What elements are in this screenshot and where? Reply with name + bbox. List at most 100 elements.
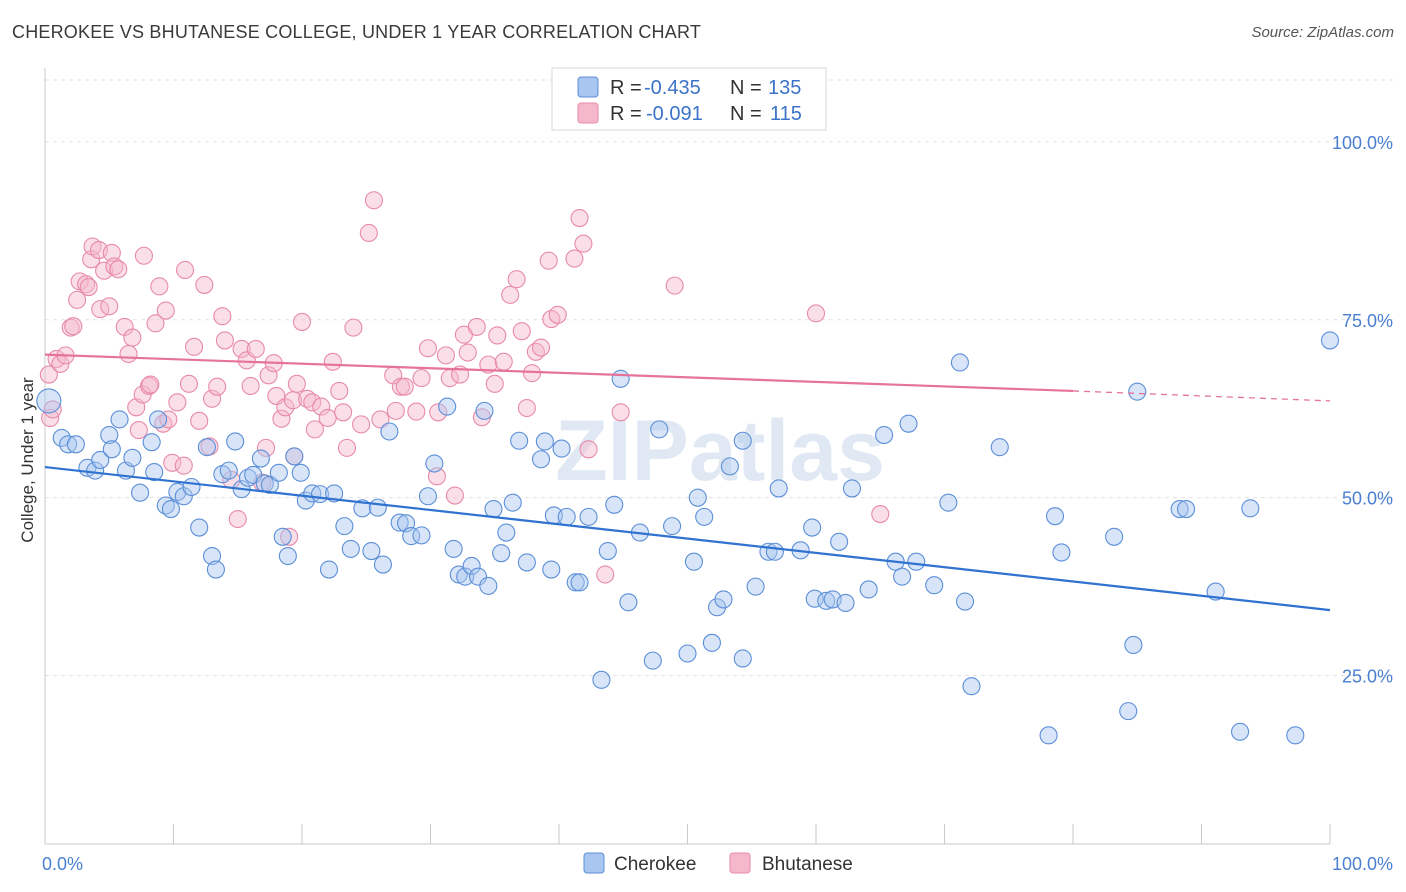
bhutanese-point [407, 402, 426, 421]
bhutanese-point [665, 276, 684, 295]
cherokee-point [444, 539, 463, 558]
cherokee-point [1320, 331, 1340, 350]
bhutanese-point [436, 346, 455, 365]
bhutanese-point [467, 317, 486, 336]
cherokee-point [260, 475, 279, 494]
cherokee-point [123, 448, 142, 467]
cherokee-point [438, 397, 457, 416]
cherokee-point [206, 560, 225, 579]
cherokee-point [492, 544, 511, 563]
bhutanese-point [292, 312, 312, 331]
bhutanese-point [150, 277, 169, 296]
bhutanese-point [163, 453, 182, 472]
bhutanese-point [134, 246, 153, 265]
cherokee-point [161, 500, 180, 519]
cherokee-point [1128, 382, 1147, 401]
bhutanese-point [579, 440, 598, 459]
bhutanese-point [574, 234, 593, 253]
bhutanese-point [485, 374, 504, 393]
cherokee-point [830, 532, 849, 551]
cherokee-point [197, 438, 216, 457]
bottom-legend-bhutanese-label: Bhutanese [762, 854, 853, 875]
bhutanese-point [141, 375, 160, 394]
cherokee-point [203, 546, 222, 566]
cherokee-point [765, 542, 784, 561]
bottom-legend-bhutanese-swatch [729, 852, 751, 874]
cherokee-point [238, 468, 258, 487]
legend-n-label-2: N = [730, 103, 762, 125]
cherokee-point [531, 450, 551, 469]
bhutanese-point [596, 565, 615, 584]
bhutanese-point [190, 411, 209, 430]
legend: R = -0.435 N = 135 R = -0.091 N = 115 [551, 67, 827, 131]
cherokee-point [269, 463, 288, 482]
bottom-legend-cherokee-swatch [583, 852, 605, 874]
cherokee-point [373, 555, 393, 574]
cherokee-point [769, 479, 788, 498]
cherokee-point [1039, 726, 1058, 745]
y-tick-label-2: 75.0% [1342, 311, 1393, 331]
cherokee-point [182, 477, 201, 497]
cherokee-point [510, 431, 529, 450]
cherokee-point [497, 523, 516, 542]
cherokee-point [456, 567, 475, 586]
legend-cherokee-r: -0.435 [644, 77, 701, 99]
bhutanese-trend-extension [1072, 390, 1331, 402]
bhutanese-point [517, 398, 536, 418]
bhutanese-point [129, 421, 148, 440]
cherokee-point [484, 500, 503, 519]
cherokee-point [273, 527, 292, 546]
cherokee-point [950, 353, 969, 372]
chart-title: CHEROKEE VS BHUTANESE COLLEGE, UNDER 1 Y… [12, 22, 702, 42]
cherokee-point [592, 670, 611, 689]
cherokee-point [720, 457, 739, 476]
cherokee-point [925, 576, 944, 595]
cherokee-point [1105, 527, 1124, 546]
cherokee-point [335, 517, 354, 536]
cherokee-point [714, 590, 733, 609]
legend-bhutanese-n: 115 [770, 103, 802, 125]
chart-source: Source: ZipAtlas.com [1251, 24, 1394, 41]
bhutanese-point [501, 285, 520, 304]
cherokee-point [251, 449, 270, 468]
bhutanese-point [364, 191, 384, 210]
cherokee-point [939, 493, 958, 512]
bhutanese-point [159, 410, 178, 429]
y-axis-label: College, Under 1 year [18, 377, 37, 543]
cherokee-point [663, 517, 682, 536]
axes [44, 68, 1331, 845]
bhutanese-point [539, 251, 558, 270]
cherokee-point [412, 526, 431, 545]
cherokee-point [368, 498, 387, 517]
cherokee-point [319, 560, 339, 579]
bhutanese-point [611, 403, 630, 422]
bhutanese-point [246, 339, 265, 359]
cherokee-point [479, 576, 498, 595]
cherokee-point [842, 479, 862, 498]
bhutanese-point [77, 275, 96, 294]
bhutanese-point [344, 318, 363, 337]
cherokee-point [702, 633, 721, 652]
bhutanese-point [232, 339, 251, 359]
cherokee-point [291, 463, 310, 482]
cherokee-point [325, 484, 344, 503]
bhutanese-point [479, 355, 498, 374]
bhutanese-point [185, 337, 204, 356]
bhutanese-point [318, 408, 337, 428]
bhutanese-point [95, 261, 114, 280]
cherokee-point [503, 493, 522, 512]
cherokee-point [746, 577, 765, 596]
bhutanese-point [429, 403, 448, 422]
bhutanese-point [272, 409, 291, 428]
bhutanese-point [352, 415, 371, 434]
bhutanese-points [39, 191, 890, 584]
y-tick-label-0: 25.0% [1342, 667, 1393, 687]
bhutanese-point [64, 317, 83, 336]
bhutanese-point [303, 393, 322, 412]
cherokee-point [535, 432, 554, 451]
bhutanese-point [305, 420, 324, 439]
bhutanese-point [208, 377, 227, 396]
bhutanese-point [458, 343, 477, 362]
bhutanese-point [445, 486, 464, 505]
cherokee-point [468, 567, 488, 586]
